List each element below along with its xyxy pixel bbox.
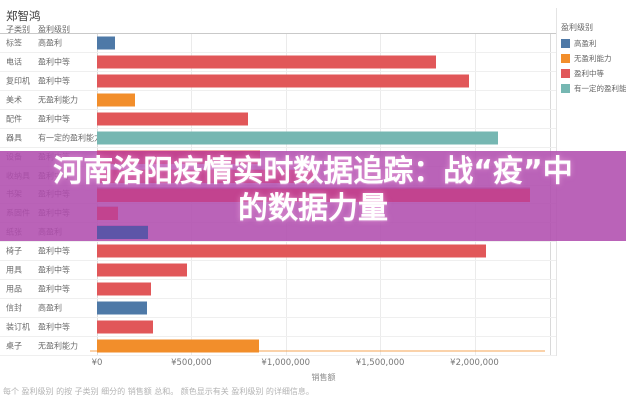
profit-level-label: 高盈利: [38, 303, 62, 313]
legend-label: 高盈利: [574, 39, 597, 48]
profit-level-label: 高盈利: [38, 38, 62, 48]
legend-item[interactable]: 有一定的盈利能力: [561, 83, 626, 94]
subcategory-label: 桌子: [6, 341, 22, 351]
profit-level-label: 盈利中等: [38, 322, 70, 332]
table-row: 椅子 盈利中等: [0, 242, 556, 262]
legend-color-chip: [561, 69, 570, 78]
sales-bar-under-banner[interactable]: [97, 226, 148, 240]
profit-level-label: 盈利中等: [38, 246, 70, 256]
legend-label: 无盈利能力: [574, 54, 612, 63]
sales-bar[interactable]: [97, 301, 148, 315]
viz-title: 郑智鸿: [6, 9, 41, 23]
table-row: 美术 无盈利能力: [0, 91, 556, 110]
sales-bar[interactable]: [97, 282, 151, 296]
table-row: 用具 盈利中等: [0, 261, 556, 281]
x-axis-tick-label: ¥1,000,000: [261, 358, 311, 368]
subcategory-label: 配件: [6, 114, 22, 124]
table-row: 装订机 盈利中等: [0, 318, 556, 338]
subcategory-label: 信封: [6, 303, 22, 313]
x-axis-tick-label: ¥1,500,000: [355, 358, 405, 368]
legend-color-chip: [561, 39, 570, 48]
subcategory-label: 器具: [6, 133, 22, 143]
chart-caption: 每个 盈利级别 的按 子类别 细分的 销售额 总和。 颜色显示有关 盈利级别 的…: [3, 387, 314, 396]
table-row: 桌子 无盈利能力: [0, 337, 556, 356]
sales-bar[interactable]: [97, 74, 469, 88]
profit-level-label: 盈利中等: [38, 284, 70, 294]
profit-level-label: 有一定的盈利能力: [38, 133, 102, 143]
legend-label: 盈利中等: [574, 69, 604, 78]
subcategory-label: 用具: [6, 265, 22, 275]
headline-line-1: 河南洛阳疫情实时数据追踪：战“疫”中: [53, 154, 573, 189]
profit-level-label: 盈利中等: [38, 57, 70, 67]
profit-level-label: 无盈利能力: [38, 341, 78, 351]
x-axis-title: 销售额: [311, 373, 336, 382]
profit-level-label: 盈利中等: [38, 76, 70, 86]
x-axis-tick-label: ¥0: [91, 358, 103, 368]
sales-bar[interactable]: [97, 320, 153, 334]
profit-level-label: 盈利中等: [38, 114, 70, 124]
table-row: 电话 盈利中等: [0, 53, 556, 72]
row-highlight-line: [90, 350, 545, 352]
subcategory-label: 复印机: [6, 76, 30, 86]
x-axis-tick-label: ¥2,000,000: [450, 358, 499, 368]
table-row: 配件 盈利中等: [0, 110, 556, 129]
headline-line-2: 的数据力量: [238, 191, 388, 226]
legend-color-chip: [561, 54, 570, 63]
sales-bar[interactable]: [97, 93, 135, 107]
legend-title: 盈利级别: [561, 23, 593, 32]
subcategory-label: 美术: [6, 95, 22, 105]
subcategory-label: 用品: [6, 284, 22, 294]
table-row: 复印机 盈利中等: [0, 72, 556, 91]
profit-level-label: 盈利中等: [38, 265, 70, 275]
sales-bar-under-banner[interactable]: [97, 188, 531, 202]
sales-bar[interactable]: [97, 131, 499, 145]
sales-bar-under-banner[interactable]: [97, 169, 315, 183]
subcategory-label: 装订机: [6, 322, 30, 332]
subcategory-label: 标签: [6, 38, 22, 48]
legend-item[interactable]: 无盈利能力: [561, 53, 625, 64]
legend-label: 有一定的盈利能力: [574, 84, 626, 93]
sales-bar[interactable]: [97, 339, 260, 353]
header-divider: [0, 33, 556, 34]
sales-bar[interactable]: [97, 112, 248, 126]
subcategory-label: 椅子: [6, 246, 22, 256]
legend-color-chip: [561, 84, 570, 93]
profit-level-label: 无盈利能力: [38, 95, 78, 105]
sales-bar[interactable]: [97, 55, 436, 69]
legend-item[interactable]: 盈利中等: [561, 68, 625, 79]
sales-bar[interactable]: [97, 36, 115, 50]
table-row: 用品 盈利中等: [0, 280, 556, 300]
sales-bar[interactable]: [97, 263, 187, 277]
table-row: 标签 高盈利: [0, 34, 556, 53]
column-header-profit-level: 盈利级别: [38, 25, 70, 34]
subcategory-label: 电话: [6, 57, 22, 67]
table-row: 信封 高盈利: [0, 299, 556, 319]
sales-bar-under-banner[interactable]: [97, 150, 261, 164]
legend-item[interactable]: 高盈利: [561, 38, 625, 49]
sales-bar[interactable]: [97, 244, 486, 258]
table-row: 器具 有一定的盈利能力: [0, 129, 556, 148]
column-header-subcategory: 子类别: [6, 25, 30, 34]
x-axis-tick-label: ¥500,000: [171, 358, 212, 368]
legend: 盈利级别 高盈利无盈利能力盈利中等有一定的盈利能力: [561, 22, 626, 98]
legend-items: 高盈利无盈利能力盈利中等有一定的盈利能力: [561, 38, 626, 94]
headline-banner-text: 河南洛阳疫情实时数据追踪：战“疫”中 的数据力量: [0, 153, 626, 227]
sales-bar-under-banner[interactable]: [97, 207, 118, 221]
